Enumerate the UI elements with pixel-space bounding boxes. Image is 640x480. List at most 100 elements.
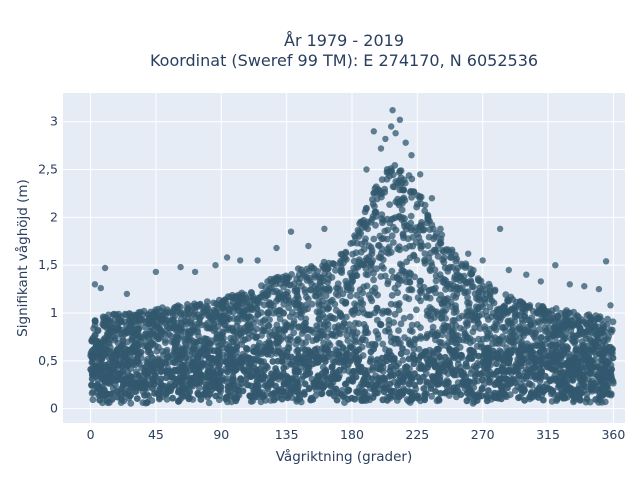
data-point	[322, 292, 330, 300]
data-point	[419, 351, 427, 359]
data-point	[515, 323, 523, 331]
data-point	[414, 230, 421, 238]
data-point	[562, 316, 569, 323]
data-point-outlier	[223, 254, 231, 261]
data-point	[609, 354, 617, 362]
data-point	[486, 283, 494, 291]
data-point	[128, 319, 136, 327]
data-point	[353, 388, 360, 396]
data-point	[492, 326, 500, 334]
data-point	[246, 392, 254, 400]
data-point	[396, 169, 403, 176]
data-point	[561, 394, 569, 402]
data-point	[213, 330, 221, 338]
data-point	[608, 326, 616, 334]
data-point	[365, 291, 373, 299]
data-point	[458, 381, 466, 388]
data-point	[88, 359, 96, 366]
data-point	[274, 273, 282, 281]
data-point	[117, 330, 125, 338]
data-point	[146, 339, 154, 347]
data-point	[134, 358, 142, 366]
data-point	[556, 380, 564, 388]
data-point	[157, 362, 165, 370]
data-point	[551, 317, 559, 325]
y-tick-label: 1,5	[38, 257, 58, 272]
data-point	[274, 347, 282, 355]
data-point	[360, 389, 367, 397]
x-tick-label: 360	[601, 427, 625, 442]
data-point	[250, 348, 257, 355]
data-point	[161, 320, 169, 327]
data-point	[352, 338, 359, 346]
data-point	[517, 362, 525, 370]
data-point	[285, 298, 293, 306]
data-point	[591, 323, 599, 330]
data-point	[226, 293, 234, 301]
data-point	[173, 339, 181, 346]
data-point	[604, 315, 611, 323]
data-point	[313, 335, 321, 343]
data-point	[114, 324, 122, 332]
data-point	[260, 392, 267, 400]
data-point	[308, 300, 316, 308]
data-point-outlier	[237, 257, 244, 264]
data-point	[230, 328, 238, 335]
data-point	[499, 324, 507, 332]
data-point	[108, 396, 116, 403]
data-point-outlier	[417, 171, 424, 178]
data-point	[367, 357, 375, 365]
data-point	[568, 387, 576, 394]
data-point	[342, 299, 350, 307]
data-point	[283, 324, 291, 331]
data-point	[271, 340, 279, 347]
x-tick-label: 315	[536, 427, 560, 442]
data-point	[400, 374, 408, 382]
data-point	[438, 231, 446, 239]
data-point	[591, 339, 599, 346]
data-point-outlier	[123, 290, 131, 298]
data-point	[339, 393, 347, 400]
data-point	[155, 316, 163, 324]
data-point	[473, 397, 481, 404]
data-point	[260, 348, 268, 356]
data-point	[491, 389, 498, 397]
data-point	[455, 314, 463, 322]
data-point	[483, 392, 490, 399]
data-point	[203, 306, 211, 314]
data-point	[334, 375, 342, 382]
data-point	[467, 354, 475, 362]
data-point	[394, 381, 401, 389]
data-point	[257, 358, 265, 365]
data-point	[280, 301, 288, 308]
data-point	[355, 256, 363, 264]
data-point-outlier	[408, 152, 415, 159]
data-point-outlier	[479, 257, 486, 264]
data-point	[428, 262, 436, 269]
data-point	[390, 239, 397, 246]
data-point	[479, 282, 487, 290]
data-point	[411, 381, 419, 389]
data-point	[355, 233, 363, 240]
data-point	[557, 369, 565, 377]
data-point	[448, 388, 456, 395]
data-point	[402, 244, 410, 252]
data-point	[188, 321, 196, 329]
data-point	[409, 242, 417, 250]
data-point	[154, 305, 162, 313]
data-point	[312, 293, 320, 300]
data-point	[171, 381, 179, 389]
data-point	[544, 334, 552, 341]
data-point	[109, 353, 117, 361]
data-point	[599, 391, 607, 399]
data-point	[370, 269, 377, 277]
data-point	[561, 385, 569, 392]
data-point	[571, 394, 579, 402]
data-point	[318, 390, 325, 398]
data-point	[137, 348, 145, 356]
data-point	[197, 347, 205, 355]
data-point	[363, 204, 370, 212]
data-point	[395, 340, 403, 347]
data-point	[587, 379, 594, 387]
data-point	[99, 345, 107, 353]
